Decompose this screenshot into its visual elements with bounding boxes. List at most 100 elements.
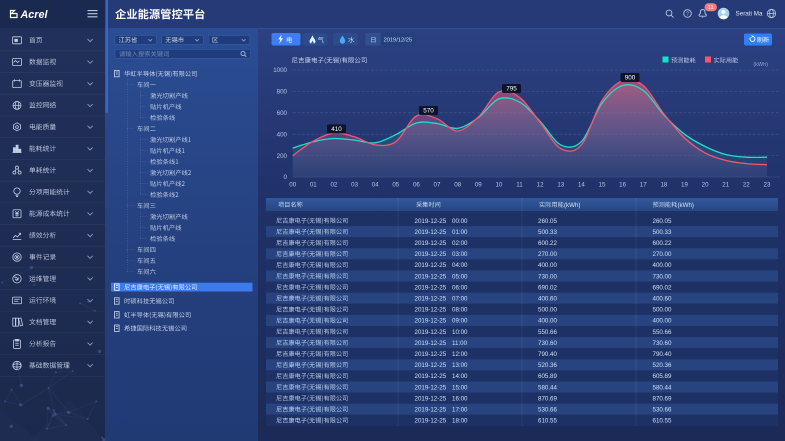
- svg-text:795: 795: [506, 86, 517, 93]
- svg-text:2019-12-25: 2019-12-25: [415, 362, 447, 369]
- svg-text:14:00: 14:00: [452, 373, 468, 380]
- svg-text:(kWh): (kWh): [564, 202, 581, 209]
- svg-text:06:00: 06:00: [452, 284, 468, 291]
- svg-text:690.02: 690.02: [653, 284, 672, 291]
- svg-text:09: 09: [475, 182, 482, 189]
- svg-text:580.44: 580.44: [653, 384, 672, 391]
- svg-text:15: 15: [599, 182, 606, 189]
- svg-text:500.00: 500.00: [538, 307, 557, 314]
- svg-text:20: 20: [702, 182, 709, 189]
- svg-text:03:00: 03:00: [452, 251, 468, 258]
- svg-text:270.00: 270.00: [538, 251, 557, 258]
- svg-text:530.66: 530.66: [538, 407, 557, 414]
- svg-text:580.44: 580.44: [538, 384, 557, 391]
- svg-text:2019-12-25: 2019-12-25: [415, 407, 447, 414]
- svg-text:2019-12-25: 2019-12-25: [415, 284, 447, 291]
- svg-text:900: 900: [625, 75, 636, 82]
- svg-text:520.36: 520.36: [653, 362, 672, 369]
- svg-text:07:00: 07:00: [452, 296, 468, 303]
- svg-text:600.22: 600.22: [538, 240, 557, 247]
- svg-text:730.60: 730.60: [538, 340, 557, 347]
- svg-text:2019-12-25: 2019-12-25: [415, 296, 447, 303]
- svg-text:12: 12: [537, 182, 544, 189]
- svg-text:260.05: 260.05: [653, 218, 672, 225]
- svg-text:600: 600: [277, 110, 288, 117]
- svg-text:2019-12-25: 2019-12-25: [415, 351, 447, 358]
- svg-text:01: 01: [310, 182, 317, 189]
- svg-text:17:00: 17:00: [452, 407, 468, 414]
- svg-text:520.36: 520.36: [538, 362, 557, 369]
- svg-text:(kWh): (kWh): [678, 202, 695, 209]
- svg-text:0: 0: [284, 174, 288, 181]
- svg-text:22: 22: [743, 182, 750, 189]
- svg-text:?: ?: [686, 12, 689, 18]
- svg-text:13: 13: [557, 182, 564, 189]
- svg-text:08:00: 08:00: [452, 307, 468, 314]
- svg-text:570: 570: [423, 108, 434, 115]
- svg-text:610.55: 610.55: [653, 418, 672, 425]
- svg-text:2019-12-25: 2019-12-25: [415, 384, 447, 391]
- svg-text:2019-12-25: 2019-12-25: [415, 395, 447, 402]
- svg-text:730.00: 730.00: [653, 273, 672, 280]
- svg-text:500.00: 500.00: [653, 307, 672, 314]
- svg-text:800: 800: [277, 89, 288, 96]
- svg-text:18: 18: [660, 182, 667, 189]
- svg-text:605.89: 605.89: [653, 373, 672, 380]
- svg-text:00: 00: [289, 182, 296, 189]
- svg-text:13:00: 13:00: [452, 362, 468, 369]
- svg-text:10: 10: [495, 182, 502, 189]
- svg-text:500.33: 500.33: [538, 229, 557, 236]
- svg-text:16:00: 16:00: [452, 395, 468, 402]
- svg-text:260.05: 260.05: [538, 218, 557, 225]
- svg-text:07: 07: [434, 182, 441, 189]
- svg-text:2019-12-25: 2019-12-25: [415, 307, 447, 314]
- svg-text:2019-12-25: 2019-12-25: [415, 251, 447, 258]
- svg-text:21: 21: [722, 182, 729, 189]
- svg-text:400.00: 400.00: [538, 318, 557, 325]
- svg-text:690.02: 690.02: [538, 284, 557, 291]
- svg-text:02: 02: [330, 182, 337, 189]
- svg-text:09:00: 09:00: [452, 318, 468, 325]
- svg-text:11: 11: [708, 5, 714, 11]
- svg-text:2019-12-25: 2019-12-25: [415, 373, 447, 380]
- svg-text:16: 16: [619, 182, 626, 189]
- svg-text:600.22: 600.22: [653, 240, 672, 247]
- svg-text:400: 400: [277, 131, 288, 138]
- svg-text:2019-12-25: 2019-12-25: [415, 329, 447, 336]
- svg-text:Serati Ma: Serati Ma: [736, 11, 763, 18]
- svg-text:400.60: 400.60: [538, 296, 557, 303]
- svg-text:2019-12-25: 2019-12-25: [415, 262, 447, 269]
- svg-text:550.66: 550.66: [538, 329, 557, 336]
- svg-text:2019/12/25: 2019/12/25: [384, 38, 412, 44]
- svg-text:11: 11: [516, 182, 523, 189]
- svg-text:790.40: 790.40: [538, 351, 557, 358]
- svg-text:05:00: 05:00: [452, 273, 468, 280]
- svg-text:790.40: 790.40: [653, 351, 672, 358]
- svg-text:270.00: 270.00: [653, 251, 672, 258]
- svg-text:14: 14: [578, 182, 585, 189]
- svg-text:870.69: 870.69: [653, 395, 672, 402]
- svg-text:1000: 1000: [273, 67, 287, 74]
- svg-text:Acrel: Acrel: [20, 9, 49, 21]
- svg-text:04:00: 04:00: [452, 262, 468, 269]
- svg-text:2019-12-25: 2019-12-25: [415, 318, 447, 325]
- svg-text:04: 04: [372, 182, 379, 189]
- svg-text:530.66: 530.66: [653, 407, 672, 414]
- svg-text:11:00: 11:00: [452, 340, 468, 347]
- svg-text:03: 03: [351, 182, 358, 189]
- svg-text:17: 17: [640, 182, 647, 189]
- svg-text:15:00: 15:00: [452, 384, 468, 391]
- svg-text:730.60: 730.60: [653, 340, 672, 347]
- svg-text:18:00: 18:00: [452, 418, 468, 425]
- svg-text:400.60: 400.60: [653, 296, 672, 303]
- svg-text:10:00: 10:00: [452, 329, 468, 336]
- svg-text:(kWh): (kWh): [753, 62, 768, 68]
- svg-text:2019-12-25: 2019-12-25: [415, 229, 447, 236]
- svg-text:610.55: 610.55: [538, 418, 557, 425]
- svg-text:05: 05: [392, 182, 399, 189]
- svg-text:08: 08: [454, 182, 461, 189]
- svg-text:200: 200: [277, 153, 288, 160]
- svg-text:00:00: 00:00: [452, 218, 468, 225]
- svg-text:2019-12-25: 2019-12-25: [415, 340, 447, 347]
- svg-text:2019-12-25: 2019-12-25: [415, 240, 447, 247]
